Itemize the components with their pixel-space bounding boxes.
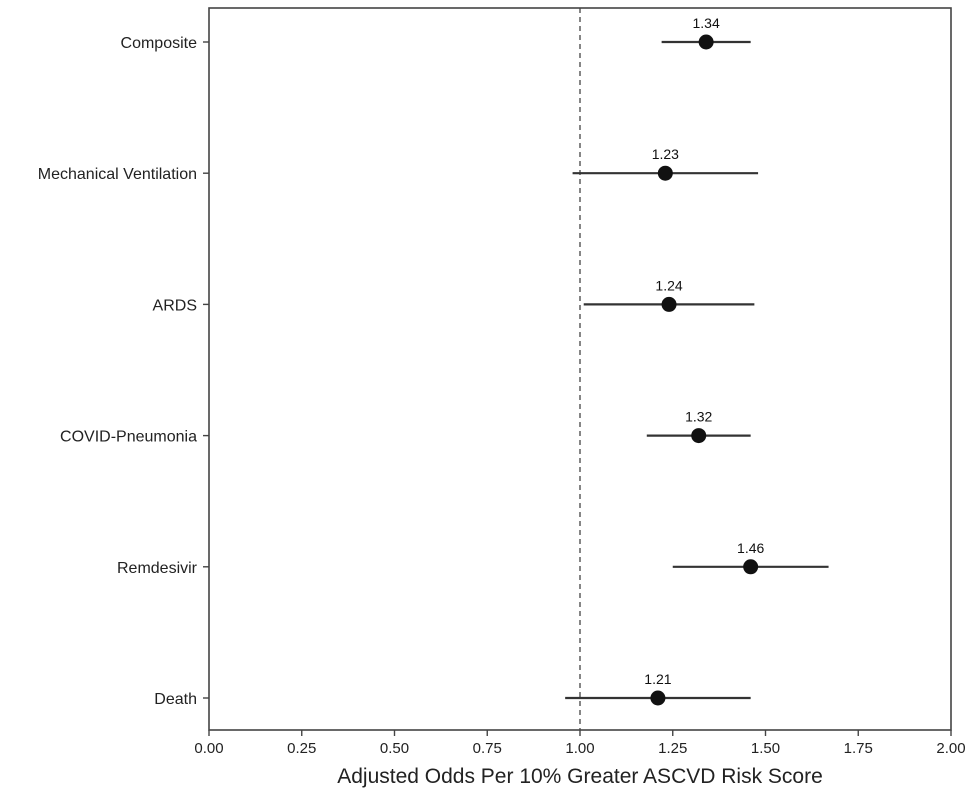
category-label: Mechanical Ventilation [38,166,197,183]
point-estimate [691,428,707,444]
x-tick-label: 0.50 [380,740,409,757]
x-tick-label: 0.25 [287,740,316,757]
x-axis-title: Adjusted Odds Per 10% Greater ASCVD Risk… [337,765,823,788]
point-estimate [657,165,673,181]
category-label: Remdesivir [117,560,198,577]
x-tick-label: 1.00 [565,740,594,757]
x-tick-label: 2.00 [936,740,965,757]
x-tick-label: 1.75 [844,740,873,757]
estimate-label: 1.34 [693,15,720,31]
x-tick-label: 0.00 [194,740,223,757]
estimate-label: 1.23 [652,146,679,162]
point-estimate [661,296,677,312]
point-estimate [743,559,759,575]
y-axis-ticks: Composite Mechanical Ventilation ARDS COVID… [38,35,209,708]
estimate-rows: 1.34 1.23 1.24 1.32 1.46 1.21 [565,15,829,706]
category-label: Death [154,691,197,708]
estimate-label: 1.21 [644,671,671,687]
x-tick-label: 0.75 [473,740,502,757]
estimate-label: 1.24 [655,277,682,293]
estimate-label: 1.46 [737,540,764,556]
x-tick-label: 1.50 [751,740,780,757]
estimate-label: 1.32 [685,409,712,425]
category-label: COVID-Pneumonia [60,429,197,446]
x-tick-label: 1.25 [658,740,687,757]
point-estimate [650,690,666,706]
category-label: Composite [121,35,198,52]
category-label: ARDS [153,297,197,314]
point-estimate [698,34,714,50]
x-axis-ticks: 0.00 0.25 0.50 0.75 1.00 1.25 1.50 1.75 2.00 [194,730,966,757]
